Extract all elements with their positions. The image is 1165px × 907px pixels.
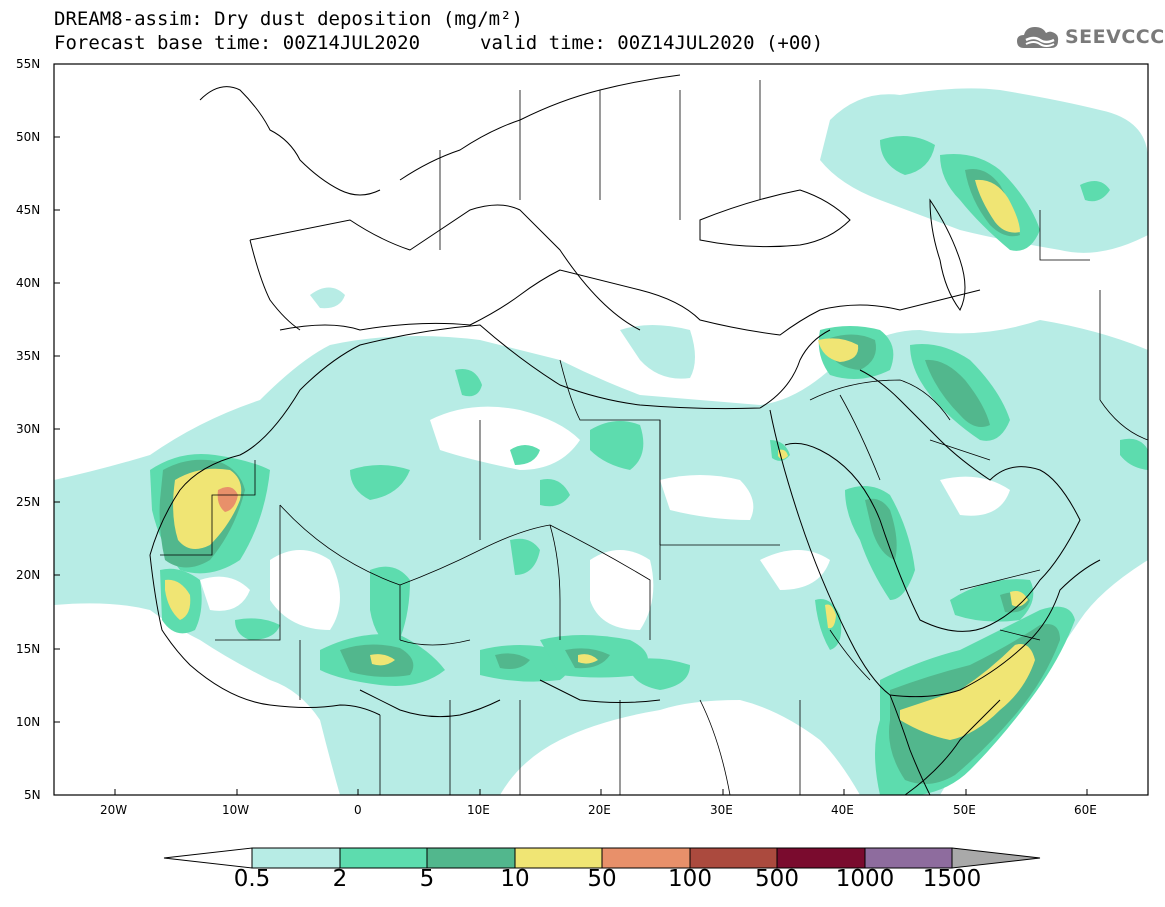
lat-label-55n: 55N [16,57,41,71]
lon-label-20w: 20W [100,803,128,817]
lat-label-20n: 20N [16,568,41,582]
logo-text: SEEVCCC [1065,26,1165,48]
valid-time: valid time: 00Z14JUL2020 (+00) [480,32,824,54]
legend-label-0-5: 0.5 [233,866,271,892]
lon-label-40e: 40E [831,803,854,817]
legend-label-1500: 1500 [922,866,982,892]
colorbar-under-triangle [163,847,253,869]
lon-label-30e: 30E [710,803,733,817]
country-borders [160,80,1148,795]
colorbar-bin-50 [601,847,691,869]
lat-label-10n: 10N [16,715,41,729]
lat-label-40n: 40N [16,276,41,290]
legend-label-50: 50 [587,866,617,892]
lat-label-5n: 5N [24,788,41,802]
lon-label-10e: 10E [467,803,490,817]
legend-label-2: 2 [332,866,348,892]
lon-tick-marks [114,789,1088,795]
lat-label-15n: 15N [16,642,41,656]
lat-label-30n: 30N [16,422,41,436]
legend-label-5: 5 [419,866,435,892]
colorbar-over-triangle [951,847,1041,869]
colorbar-bin-100 [689,847,778,869]
coastlines [149,74,1101,795]
seevccc-logo: SEEVCCC [1016,24,1165,50]
cloud-icon [1017,27,1059,48]
lat-tick-marks [54,63,60,796]
legend-label-10: 10 [500,866,530,892]
deposition-field [54,88,1148,795]
colorbar-bin-5 [426,847,516,869]
low-value-patches [200,406,1010,630]
lon-label-0: 0 [354,803,362,817]
forecast-base-time: Forecast base time: 00Z14JUL2020 [54,32,421,54]
lat-label-25n: 25N [16,495,41,509]
colorbar-bin-1000 [864,847,953,869]
colorbar [163,847,1041,869]
lat-label-50n: 50N [16,130,41,144]
colorbar-bin-10 [514,847,603,869]
legend-label-500: 500 [755,866,799,892]
lat-label-45n: 45N [16,203,41,217]
colorbar-bin-500 [776,847,866,869]
legend-label-1000: 1000 [835,866,895,892]
lon-label-60e: 60E [1074,803,1097,817]
chart-title: DREAM8-assim: Dry dust deposition (mg/m²… [54,8,523,30]
colorbar-bin-0-5 [251,847,341,869]
lon-label-20e: 20E [588,803,611,817]
lat-label-35n: 35N [16,349,41,363]
lon-label-50e: 50E [953,803,976,817]
lon-label-10w: 10W [222,803,250,817]
colorbar-bin-2 [339,847,428,869]
level-50-areas [217,486,238,512]
legend-label-100: 100 [668,866,712,892]
